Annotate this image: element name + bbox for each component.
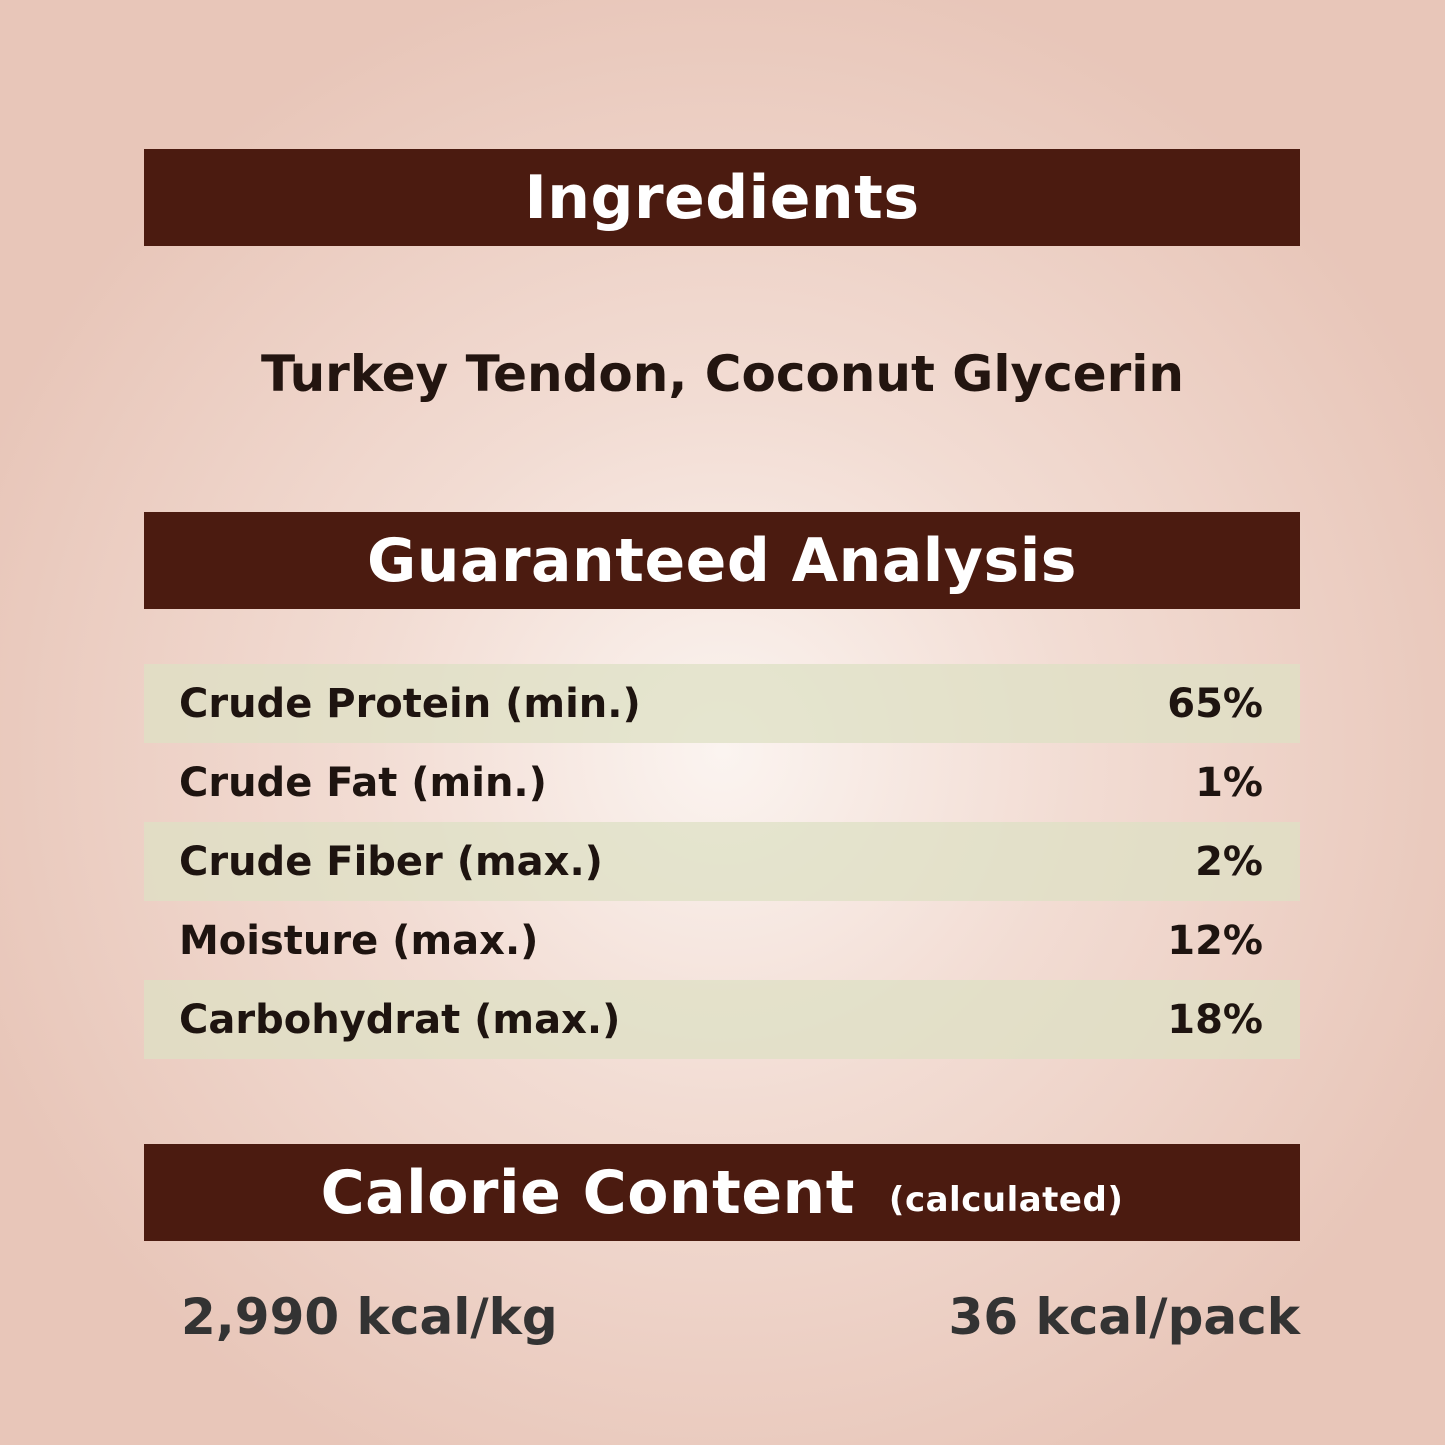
calorie-title: Calorie Content xyxy=(320,1157,855,1228)
row-label: Crude Fiber (max.) xyxy=(179,838,603,885)
row-value: 1% xyxy=(1195,759,1263,806)
ingredients-title: Ingredients xyxy=(524,162,920,233)
table-row: Carbohydrat (max.) 18% xyxy=(144,980,1300,1059)
row-value: 12% xyxy=(1167,917,1263,964)
ingredients-text: Turkey Tendon, Coconut Glycerin xyxy=(260,345,1185,403)
table-row: Crude Protein (min.) 65% xyxy=(144,664,1300,743)
row-label: Crude Protein (min.) xyxy=(179,680,641,727)
calorie-per-kg: 2,990 kcal/kg xyxy=(181,1288,558,1346)
calorie-header: Calorie Content (calculated) xyxy=(144,1144,1300,1241)
calorie-per-pack: 36 kcal/pack xyxy=(948,1288,1300,1346)
row-value: 18% xyxy=(1167,996,1263,1043)
table-row: Crude Fat (min.) 1% xyxy=(144,743,1300,822)
row-value: 2% xyxy=(1195,838,1263,885)
row-label: Carbohydrat (max.) xyxy=(179,996,621,1043)
table-row: Moisture (max.) 12% xyxy=(144,901,1300,980)
row-label: Crude Fat (min.) xyxy=(179,759,547,806)
analysis-header: Guaranteed Analysis xyxy=(144,512,1300,609)
analysis-table: Crude Protein (min.) 65% Crude Fat (min.… xyxy=(144,664,1300,1059)
calorie-subtitle: (calculated) xyxy=(888,1179,1124,1220)
row-label: Moisture (max.) xyxy=(179,917,539,964)
row-value: 65% xyxy=(1167,680,1263,727)
ingredients-header: Ingredients xyxy=(144,149,1300,246)
table-row: Crude Fiber (max.) 2% xyxy=(144,822,1300,901)
analysis-title: Guaranteed Analysis xyxy=(367,525,1077,596)
